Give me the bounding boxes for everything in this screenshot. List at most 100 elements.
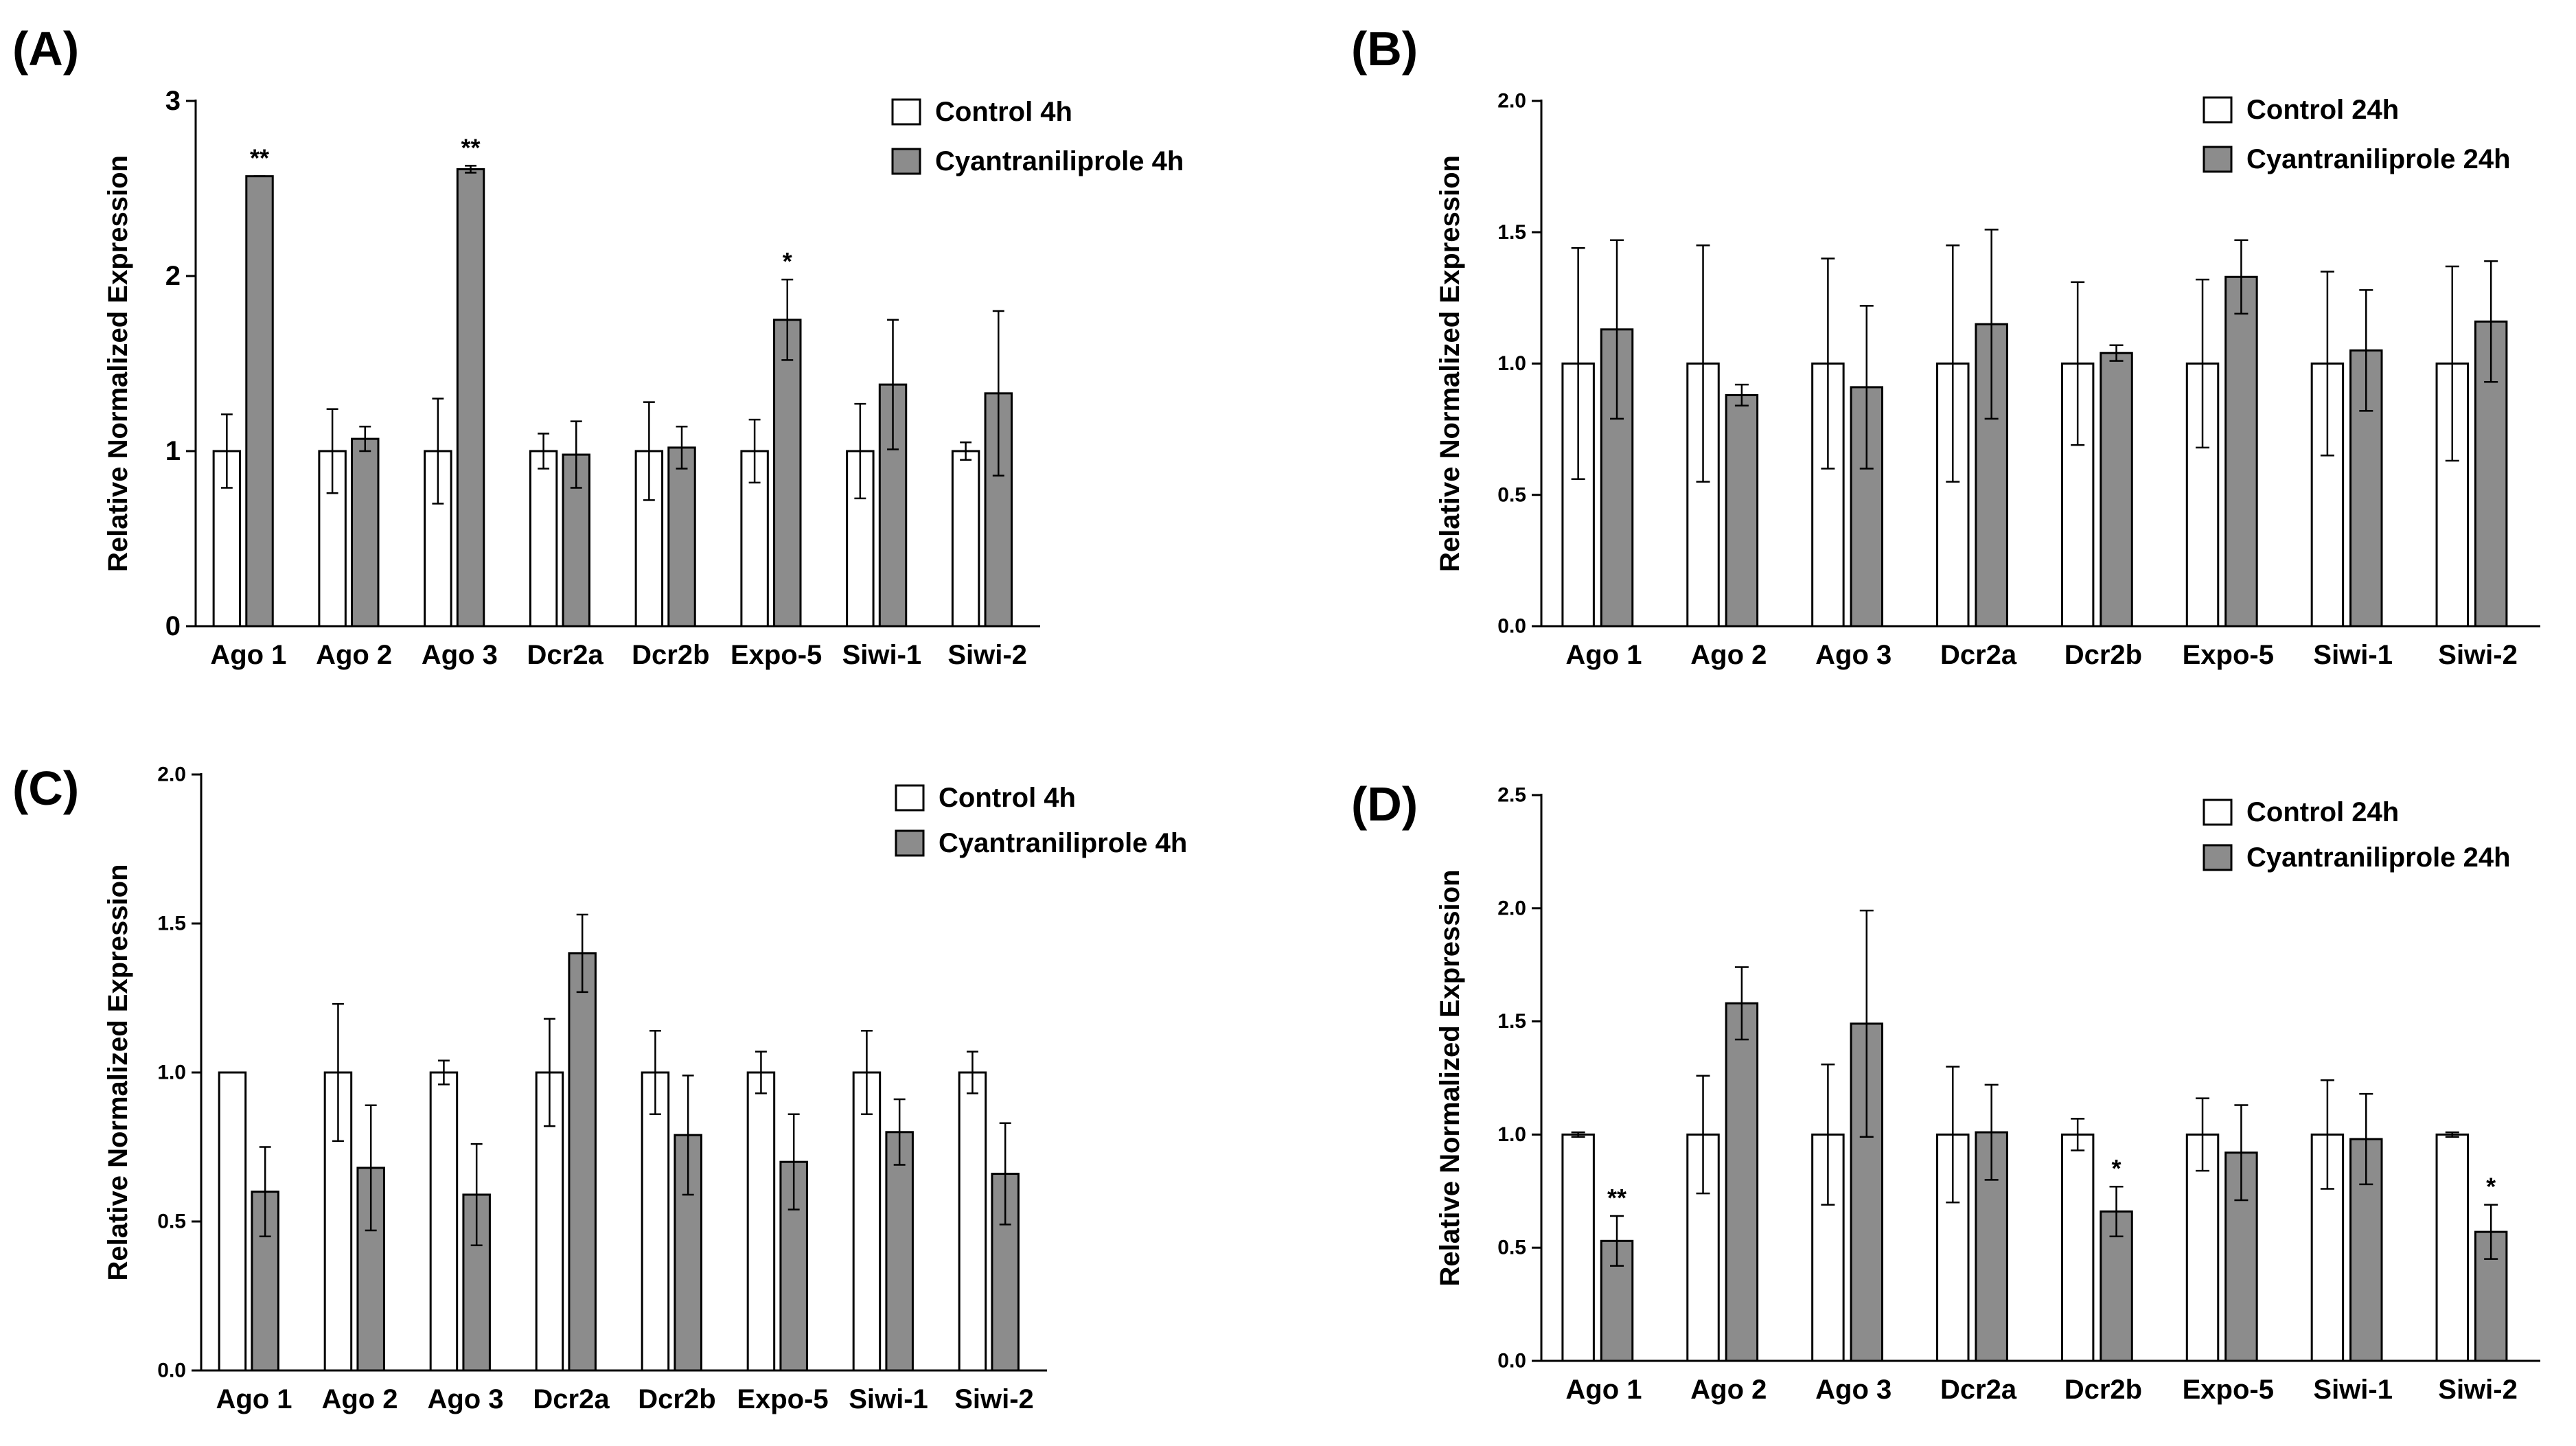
error-bar (1821, 257, 1835, 470)
y-tick-label: 0 (165, 611, 181, 641)
error-bar (1610, 1215, 1624, 1267)
y-tick-label: 2.0 (1497, 90, 1526, 113)
error-bar (1734, 966, 1749, 1041)
legend-swatch (2203, 844, 2233, 871)
group-siwi-2: Siwi-2 (954, 1051, 1034, 1414)
legend-label: Cyantraniliprole 24h (2246, 842, 2511, 873)
error-bar (1946, 244, 1960, 483)
group-siwi-2: Siwi-2 (2435, 260, 2518, 670)
legend-label: Cyantraniliprole 24h (2246, 144, 2511, 174)
error-bar (359, 426, 371, 452)
legend-swatch (891, 98, 921, 126)
x-tick-label: Expo-5 (2183, 1375, 2274, 1405)
group-expo-5: Expo-5 (2183, 239, 2274, 670)
x-tick-label: Siwi-2 (947, 640, 1027, 670)
error-bar (755, 1051, 767, 1094)
x-tick-label: Ago 2 (1690, 1375, 1767, 1405)
y-tick-label: 0.5 (1497, 1237, 1526, 1259)
group-ago-2: Ago 2 (1686, 244, 1767, 670)
group-dcr2a: Dcr2a (1936, 1066, 2017, 1405)
error-bar (1821, 1063, 1835, 1206)
group-ago-1: Ago 1 ** (210, 144, 286, 670)
y-axis-title: Relative Normalized Expression (103, 864, 133, 1281)
group-siwi-1: Siwi-1 (2310, 1079, 2393, 1405)
group-ago-3: Ago 3 (1811, 257, 1891, 670)
x-tick-label: Siwi-1 (842, 640, 922, 670)
error-bar (2196, 1097, 2210, 1172)
bar-ago-3-control-4h (429, 1071, 459, 1372)
group-siwi-2: Siwi-2 (947, 310, 1027, 670)
group-siwi-1: Siwi-1 (842, 319, 922, 670)
legend: Control 24h Cyantraniliprole 24h (2203, 95, 2511, 174)
y-tick-label: 3 (165, 86, 181, 116)
y-tick-label: 0.0 (157, 1359, 186, 1382)
x-tick-label: Ago 2 (316, 640, 392, 670)
error-bar (1696, 1075, 1710, 1195)
error-bar (781, 278, 794, 361)
x-tick-label: Siwi-2 (2438, 640, 2518, 670)
error-bar (2109, 344, 2124, 362)
error-bar (1984, 1083, 1999, 1181)
panel-label: (C) (12, 761, 79, 815)
error-bar (259, 1146, 271, 1237)
y-tick-label: 0.0 (1497, 615, 1526, 638)
group-dcr2b: Dcr2b (2060, 281, 2142, 670)
panel-d: (D) Relative Normalized Expression 0.0 0.5 1… (1351, 777, 2540, 1405)
x-tick-label: Siwi-1 (849, 1384, 928, 1414)
error-bar (854, 402, 866, 500)
x-tick-label: Dcr2b (638, 1384, 715, 1414)
error-bar (365, 1104, 377, 1232)
legend-swatch (2203, 146, 2233, 173)
significance-marker: ** (461, 133, 481, 161)
y-tick-label: 1.0 (1497, 1123, 1526, 1146)
group-dcr2b: Dcr2b * (2060, 1118, 2142, 1405)
error-bar (860, 1029, 873, 1116)
significance-marker: * (2486, 1173, 2496, 1201)
bar-ago-2-cyantraniliprole-24h (1725, 1002, 1759, 1362)
x-tick-label: Ago 3 (422, 640, 498, 670)
group-ago-3: Ago 3 (1811, 909, 1891, 1405)
error-bar (1571, 246, 1585, 481)
y-tick-label: 1 (165, 436, 181, 466)
panel-label: (A) (12, 22, 79, 76)
legend: Control 4h Cyantraniliprole 4h (891, 97, 1184, 176)
error-bar (1946, 1066, 1960, 1204)
y-tick-label: 0.5 (1497, 483, 1526, 506)
bar-ago-1-control-4h (218, 1071, 247, 1372)
bar-siwi-2-cyantraniliprole-4h (991, 1173, 1020, 1372)
x-tick-label: Dcr2a (533, 1384, 610, 1414)
panel-label: (D) (1351, 777, 1418, 831)
bar-ago-1-control-24h (1561, 1133, 1595, 1362)
error-bar (787, 1113, 800, 1210)
error-bar (538, 433, 550, 470)
error-bar (2445, 1131, 2459, 1138)
error-bar (2445, 265, 2459, 462)
error-bar (543, 1018, 555, 1127)
bar-siwi-1-control-4h (852, 1071, 882, 1372)
error-bar (748, 418, 761, 484)
error-bar (570, 420, 582, 489)
error-bar (1610, 239, 1624, 420)
group-ago-1: Ago 1 ** (1561, 1131, 1642, 1405)
bar-expo-5-cyantraniliprole-4h (773, 319, 802, 628)
group-ago-2: Ago 2 (316, 408, 392, 670)
y-tick-label: 1.0 (1497, 352, 1526, 375)
bar-ago-2-cyantraniliprole-4h (351, 437, 380, 628)
error-bar (2320, 271, 2334, 457)
error-bar (576, 913, 588, 994)
x-tick-label: Siwi-1 (2313, 1375, 2393, 1405)
bar-siwi-2-control-4h (951, 450, 980, 628)
error-bar (2234, 1104, 2249, 1202)
y-tick-label: 2.0 (1497, 897, 1526, 919)
error-bar (437, 1059, 450, 1086)
group-ago-3: Ago 3 (427, 1059, 504, 1414)
error-bar (2359, 1092, 2373, 1186)
panel-a: (A) Relative Normalized Expression 0 1 2 3 Ago… (12, 22, 1184, 670)
x-tick-label: Ago 3 (1815, 640, 1891, 670)
group-expo-5: Expo-5 (2183, 1097, 2274, 1405)
x-tick-label: Expo-5 (731, 640, 822, 670)
error-bar (966, 1051, 978, 1094)
bar-expo-5-cyantraniliprole-24h (2224, 275, 2258, 628)
group-ago-1: Ago 1 (1561, 239, 1642, 670)
panel-c: (C) Relative Normalized Expression 0.0 0.5 1… (12, 761, 1187, 1414)
